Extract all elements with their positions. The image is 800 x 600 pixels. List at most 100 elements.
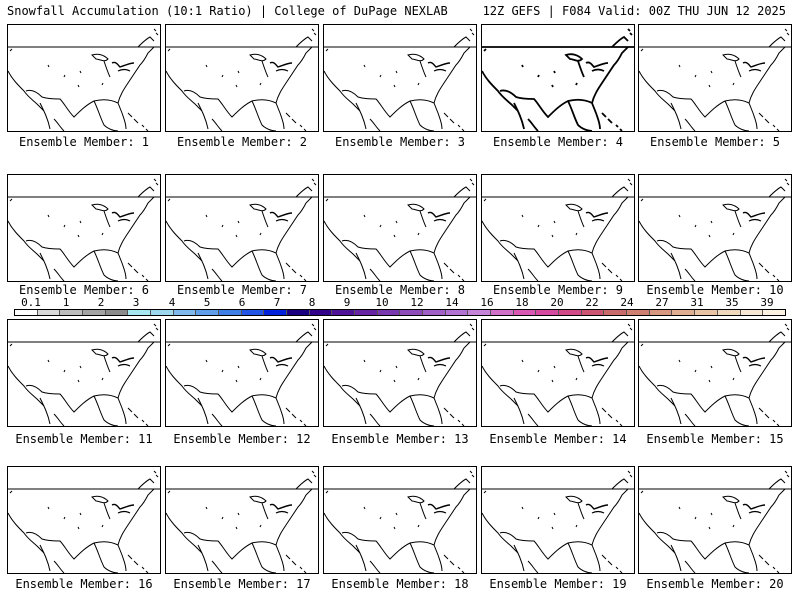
colorbar-segment xyxy=(105,310,129,315)
colorbar-tick-label: 18 xyxy=(515,296,529,309)
ensemble-member-label: Ensemble Member: 7 xyxy=(176,283,308,297)
colorbar-segment xyxy=(355,310,378,315)
colorbar-segment xyxy=(377,310,401,315)
ensemble-map-panel xyxy=(7,466,161,574)
colorbar-segment xyxy=(468,310,492,315)
ensemble-map-panel xyxy=(323,319,477,427)
colorbar-tick-label: 35 xyxy=(725,296,739,309)
ensemble-member-label: Ensemble Member: 17 xyxy=(173,577,311,591)
us-map-outline xyxy=(324,323,476,426)
colorbar-tick-label: 0.1 xyxy=(21,296,41,309)
colorbar-segment xyxy=(536,310,560,315)
ensemble-map-panel xyxy=(323,174,477,282)
us-map-outline xyxy=(324,178,476,281)
colorbar-segment xyxy=(627,310,650,315)
ensemble-map-panel xyxy=(481,466,635,574)
colorbar-tick-label: 14 xyxy=(445,296,459,309)
colorbar-tick-label: 1 xyxy=(62,296,70,309)
colorbar-tick-label: 8 xyxy=(308,296,316,309)
colorbar-segment xyxy=(309,310,333,315)
ensemble-map-panel xyxy=(481,319,635,427)
colorbar-tick-label: 20 xyxy=(550,296,564,309)
ensemble-map-panel xyxy=(638,174,792,282)
colorbar-segment xyxy=(128,310,152,315)
colorbar-tick-label: 5 xyxy=(203,296,211,309)
us-map-outline xyxy=(482,323,634,426)
colorbar-segment xyxy=(695,310,718,315)
colorbar-segment xyxy=(241,310,265,315)
ensemble-member-label: Ensemble Member: 12 xyxy=(173,432,311,446)
colorbar-segment xyxy=(513,310,537,315)
colorbar-segment xyxy=(400,310,424,315)
ensemble-map-panel xyxy=(481,24,635,132)
us-map-outline xyxy=(8,470,160,573)
ensemble-map-panel xyxy=(323,466,477,574)
colorbar-segment xyxy=(672,310,696,315)
map-title: Snowfall Accumulation (10:1 Ratio) | Col… xyxy=(7,4,448,18)
colorbar-tick-label: 31 xyxy=(690,296,704,309)
ensemble-member-label: Ensemble Member: 8 xyxy=(334,283,466,297)
ensemble-member-label: Ensemble Member: 14 xyxy=(489,432,627,446)
colorbar-tick-label: 16 xyxy=(480,296,494,309)
colorbar-segment xyxy=(423,310,446,315)
ensemble-map-panel xyxy=(638,466,792,574)
ensemble-map-panel xyxy=(165,319,319,427)
colorbar-segment xyxy=(581,310,605,315)
run-valid-time: 12Z GEFS | F084 Valid: 00Z THU JUN 12 20… xyxy=(482,4,786,18)
colorbar-segment xyxy=(604,310,628,315)
us-map-outline xyxy=(639,178,791,281)
colorbar-tick-label: 4 xyxy=(168,296,176,309)
colorbar-segment xyxy=(15,310,38,315)
colorbar-segment xyxy=(332,310,356,315)
ensemble-member-label: Ensemble Member: 10 xyxy=(646,283,784,297)
ensemble-map-panel xyxy=(7,24,161,132)
ensemble-map-panel xyxy=(165,174,319,282)
colorbar-tick-label: 9 xyxy=(343,296,351,309)
us-map-outline xyxy=(8,178,160,281)
colorbar-tick-labels: 0.1 1 2 3 4 5 6 7 8 9 10 12 14 16 18 20 22 24 27 31 35 39 xyxy=(14,297,786,308)
ensemble-member-label: Ensemble Member: 3 xyxy=(334,135,466,149)
colorbar-tick-label: 7 xyxy=(273,296,281,309)
ensemble-member-label: Ensemble Member: 11 xyxy=(15,432,153,446)
ensemble-map-panel xyxy=(323,24,477,132)
colorbar-segment xyxy=(445,310,469,315)
ensemble-member-label: Ensemble Member: 18 xyxy=(331,577,469,591)
colorbar-segment xyxy=(37,310,61,315)
us-map-outline xyxy=(482,470,634,573)
colorbar-segment xyxy=(173,310,197,315)
colorbar-tick-label: 39 xyxy=(760,296,774,309)
us-map-outline xyxy=(639,28,791,131)
ensemble-member-label: Ensemble Member: 6 xyxy=(18,283,150,297)
ensemble-member-label: Ensemble Member: 1 xyxy=(18,135,150,149)
ensemble-member-label: Ensemble Member: 5 xyxy=(649,135,781,149)
ensemble-member-label: Ensemble Member: 20 xyxy=(646,577,784,591)
colorbar-segment xyxy=(287,310,310,315)
colorbar-segment xyxy=(264,310,288,315)
us-map-outline xyxy=(166,323,318,426)
ensemble-map-panel xyxy=(7,174,161,282)
colorbar-tick-label: 6 xyxy=(238,296,246,309)
colorbar-segment xyxy=(60,310,84,315)
ensemble-member-label: Ensemble Member: 4 xyxy=(492,135,624,149)
ensemble-map-panel xyxy=(638,319,792,427)
us-map-outline xyxy=(166,470,318,573)
colorbar-segment xyxy=(559,310,582,315)
ensemble-map-panel xyxy=(165,24,319,132)
colorbar-tick-label: 3 xyxy=(132,296,140,309)
us-map-outline xyxy=(482,28,634,131)
us-map-outline xyxy=(482,178,634,281)
us-map-outline xyxy=(639,470,791,573)
colorbar-segment xyxy=(151,310,174,315)
us-map-outline xyxy=(8,323,160,426)
colorbar-segment xyxy=(491,310,514,315)
us-map-outline xyxy=(324,28,476,131)
colorbar-tick-label: 22 xyxy=(585,296,599,309)
colorbar-tick-label: 27 xyxy=(655,296,669,309)
us-map-outline xyxy=(639,323,791,426)
colorbar-tick-label: 12 xyxy=(410,296,424,309)
ensemble-member-label: Ensemble Member: 19 xyxy=(489,577,627,591)
ensemble-map-panel xyxy=(7,319,161,427)
ensemble-member-label: Ensemble Member: 9 xyxy=(492,283,624,297)
colorbar-segment xyxy=(649,310,673,315)
colorbar-tick-label: 10 xyxy=(375,296,389,309)
